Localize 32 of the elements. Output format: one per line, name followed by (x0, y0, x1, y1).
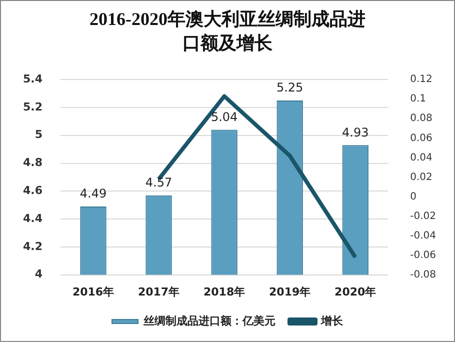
y2-tick-label: -0.04 (410, 230, 436, 242)
y-tick-label: 4.6 (22, 184, 43, 197)
y-tick-label: 4 (34, 268, 43, 281)
y2-tick-label: 0.06 (410, 132, 432, 144)
data-label: 4.49 (80, 186, 107, 201)
legend-label: 丝绸制成品进口额：亿美元 (142, 314, 276, 328)
data-label: 4.93 (342, 125, 369, 140)
data-label: 5.25 (276, 80, 304, 95)
x-tick-label: 2020年 (334, 285, 376, 298)
y-tick-label: 4.4 (22, 212, 43, 225)
x-tick-label: 2019年 (269, 285, 311, 298)
y2-tick-label: 0.12 (410, 74, 432, 86)
y2-tick-label: 0.04 (410, 152, 432, 164)
y-tick-label: 5.2 (22, 100, 42, 114)
x-tick-label: 2017年 (138, 285, 180, 298)
data-label: 5.04 (210, 110, 238, 124)
y2-tick-label: -0.08 (410, 269, 436, 280)
y2-tick-label: -0.06 (410, 250, 436, 261)
legend-label: 增长 (320, 314, 344, 328)
y-tick-label: 5.4 (22, 72, 43, 86)
y2-tick-label: -0.02 (410, 210, 436, 222)
data-label: 4.57 (145, 175, 172, 190)
y2-tick-label: 0 (410, 191, 416, 202)
y2-tick-label: 0.1 (410, 94, 426, 105)
y-tick-label: 4.8 (22, 156, 42, 170)
y-tick-label: 4.2 (22, 240, 42, 253)
x-tick-label: 2016年 (72, 285, 114, 298)
y-tick-label: 5 (34, 128, 42, 142)
y2-tick-label: 0.08 (410, 113, 432, 124)
x-tick-label: 2018年 (203, 285, 246, 298)
chart-title: 2016-2020年澳大利亚丝绸制成品进口额及增长 (88, 8, 366, 55)
y2-tick-label: 0.02 (410, 172, 432, 183)
